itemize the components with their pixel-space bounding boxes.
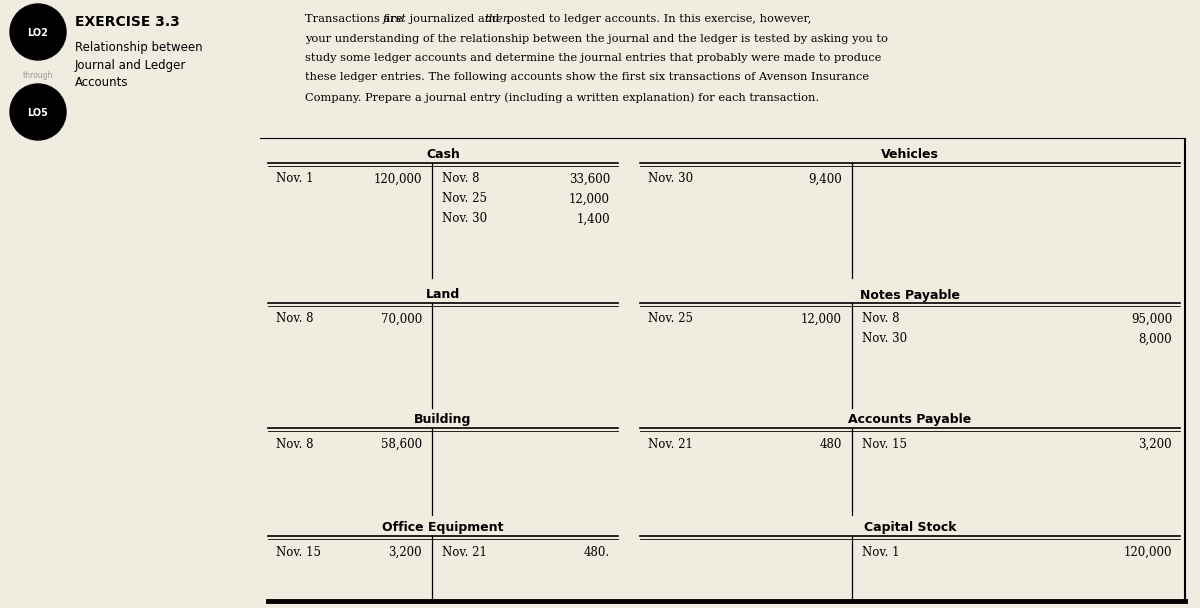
Text: 58,600: 58,600 [380, 438, 422, 451]
Text: Nov. 30: Nov. 30 [442, 213, 487, 226]
Text: 3,200: 3,200 [389, 545, 422, 559]
Text: Journal and Ledger: Journal and Ledger [74, 58, 186, 72]
Text: 1,400: 1,400 [576, 213, 610, 226]
Text: Company. Prepare a journal entry (including a written explanation) for each tran: Company. Prepare a journal entry (includ… [305, 92, 820, 103]
Text: 3,200: 3,200 [1139, 438, 1172, 451]
Text: Nov. 25: Nov. 25 [442, 193, 487, 206]
Text: Land: Land [426, 289, 460, 302]
Text: Nov. 15: Nov. 15 [276, 545, 322, 559]
Text: then: then [485, 14, 510, 24]
Text: EXERCISE 3.3: EXERCISE 3.3 [74, 15, 180, 29]
Text: LO5: LO5 [28, 108, 48, 118]
Text: your understanding of the relationship between the journal and the ledger is tes: your understanding of the relationship b… [305, 33, 888, 44]
Text: 12,000: 12,000 [569, 193, 610, 206]
Text: Vehicles: Vehicles [881, 148, 938, 162]
Text: 9,400: 9,400 [809, 173, 842, 185]
Text: these ledger entries. The following accounts show the first six transactions of : these ledger entries. The following acco… [305, 72, 869, 83]
Text: through: through [23, 71, 53, 80]
Text: Relationship between: Relationship between [74, 41, 203, 55]
Text: Nov. 8: Nov. 8 [276, 313, 313, 325]
Text: Nov. 21: Nov. 21 [648, 438, 692, 451]
Text: 95,000: 95,000 [1130, 313, 1172, 325]
Text: Nov. 30: Nov. 30 [648, 173, 694, 185]
Text: Nov. 30: Nov. 30 [862, 333, 907, 345]
Text: Accounts: Accounts [74, 75, 128, 89]
Text: Nov. 8: Nov. 8 [276, 438, 313, 451]
Text: 70,000: 70,000 [380, 313, 422, 325]
Text: study some ledger accounts and determine the journal entries that probably were : study some ledger accounts and determine… [305, 53, 881, 63]
Text: Nov. 1: Nov. 1 [862, 545, 900, 559]
Text: Nov. 8: Nov. 8 [442, 173, 480, 185]
Text: Notes Payable: Notes Payable [860, 289, 960, 302]
Circle shape [10, 4, 66, 60]
Text: 480.: 480. [584, 545, 610, 559]
Text: posted to ledger accounts. In this exercise, however,: posted to ledger accounts. In this exerc… [503, 14, 811, 24]
Circle shape [10, 84, 66, 140]
Text: 120,000: 120,000 [373, 173, 422, 185]
Text: 480: 480 [820, 438, 842, 451]
Text: Nov. 15: Nov. 15 [862, 438, 907, 451]
Text: Accounts Payable: Accounts Payable [848, 413, 972, 426]
Text: Cash: Cash [426, 148, 460, 162]
Text: first: first [383, 14, 407, 24]
Text: 33,600: 33,600 [569, 173, 610, 185]
Text: Transactions are: Transactions are [305, 14, 407, 24]
Text: Nov. 25: Nov. 25 [648, 313, 694, 325]
Text: Nov. 1: Nov. 1 [276, 173, 313, 185]
Text: 8,000: 8,000 [1139, 333, 1172, 345]
Text: LO2: LO2 [28, 28, 48, 38]
Text: Nov. 21: Nov. 21 [442, 545, 487, 559]
Text: Capital Stock: Capital Stock [864, 522, 956, 534]
Text: journalized and: journalized and [406, 14, 503, 24]
Text: Building: Building [414, 413, 472, 426]
Text: Nov. 8: Nov. 8 [862, 313, 900, 325]
Text: 120,000: 120,000 [1123, 545, 1172, 559]
Text: 12,000: 12,000 [802, 313, 842, 325]
Text: Office Equipment: Office Equipment [383, 522, 504, 534]
